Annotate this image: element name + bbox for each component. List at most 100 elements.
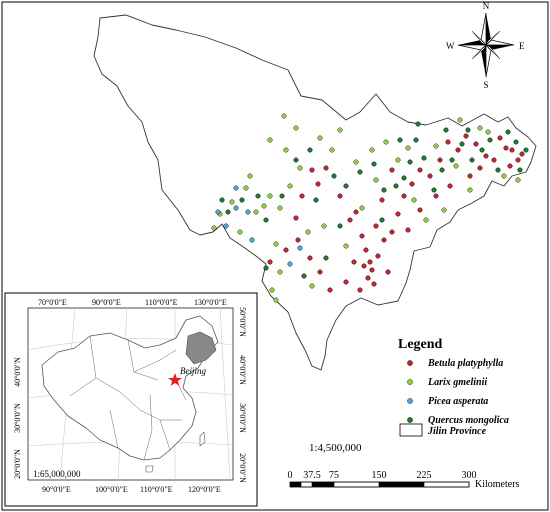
inset-top-lon-label: 90°0'0"E	[92, 298, 121, 307]
sample-point	[431, 187, 437, 193]
sample-point	[229, 199, 235, 205]
sample-point	[515, 177, 521, 183]
sample-point	[267, 193, 273, 199]
sample-point	[321, 223, 327, 229]
sample-point	[329, 147, 335, 153]
scale-unit: Kilometers	[475, 479, 520, 490]
sample-point	[323, 165, 329, 171]
sample-point	[405, 145, 411, 151]
sample-point	[363, 247, 369, 253]
sample-point	[295, 237, 301, 243]
sample-point	[477, 125, 483, 131]
legend-title: Legend	[398, 337, 443, 352]
sample-point	[247, 173, 253, 179]
sample-point	[233, 205, 239, 211]
scale-tick-label: 225	[417, 470, 432, 481]
sample-point	[283, 147, 289, 153]
sample-point	[389, 229, 395, 235]
sample-point	[299, 193, 305, 199]
scale-tick-label: 37.5	[303, 470, 321, 481]
sample-point	[507, 163, 513, 169]
sample-point	[315, 181, 321, 187]
sample-point	[371, 281, 377, 287]
sample-point	[337, 223, 343, 229]
legend-province-swatch	[399, 423, 423, 437]
sample-point	[459, 141, 465, 147]
sample-point	[357, 287, 363, 293]
inset-right-lat-label: 20°0'0"N	[238, 453, 247, 483]
sample-point	[287, 261, 293, 267]
sample-point	[385, 269, 391, 275]
sample-point	[297, 165, 303, 171]
sample-point	[273, 297, 279, 303]
sample-point	[405, 227, 411, 233]
sample-point	[473, 141, 479, 147]
legend-label: Larix gmelinii	[427, 377, 487, 388]
sample-point	[467, 173, 473, 179]
sample-point	[263, 265, 269, 271]
sample-point	[395, 211, 401, 217]
legend-label: Betula platyphylla	[427, 358, 503, 369]
sample-point	[343, 279, 349, 285]
sample-point	[307, 255, 313, 261]
sample-point	[485, 129, 491, 135]
sample-point	[351, 259, 357, 265]
sample-point	[237, 229, 243, 235]
inset-map: Beijing 1:65,000,000 70°0'0"E 90°0'0"E 110…	[4, 292, 258, 507]
sample-point	[453, 163, 459, 169]
sample-point	[515, 157, 521, 163]
sample-point	[307, 147, 313, 153]
sample-point	[441, 207, 447, 213]
sample-point	[301, 273, 307, 279]
sample-point	[469, 157, 475, 163]
inset-bottom-lon-label: 110°0'0"E	[140, 485, 173, 494]
sample-point	[423, 217, 429, 223]
legend-province-label: Jilin Province	[427, 426, 487, 437]
sample-point	[401, 193, 407, 199]
sample-point	[215, 209, 221, 215]
sample-point	[243, 185, 249, 191]
sample-point	[373, 223, 379, 229]
sample-point	[219, 197, 225, 203]
sample-point	[433, 143, 439, 149]
sample-point	[373, 177, 379, 183]
legend-label: Picea asperata	[428, 396, 488, 407]
sample-point	[281, 113, 287, 119]
sample-point	[513, 139, 519, 145]
scale-tick-label: 0	[288, 470, 293, 481]
sample-point	[439, 167, 445, 173]
sample-point	[249, 237, 255, 243]
sample-point	[261, 203, 267, 209]
sample-point	[389, 167, 395, 173]
sample-point	[343, 243, 349, 249]
sample-point	[397, 137, 403, 143]
sample-point	[497, 135, 503, 141]
sample-point	[509, 147, 515, 153]
sample-point	[369, 267, 375, 273]
sample-point	[463, 133, 469, 139]
scale-tick-label: 300	[462, 470, 477, 481]
main-scale-ratio: 1:4,500,000	[309, 442, 362, 454]
inset-bottom-lon-label: 90°0'0"E	[42, 485, 71, 494]
sample-point	[323, 255, 329, 261]
sample-point	[331, 173, 337, 179]
sample-point	[505, 129, 511, 135]
sample-point	[263, 217, 269, 223]
scale-bar: 0 37.5 75 150 225 300 Kilometers	[288, 470, 520, 490]
sample-point	[305, 229, 311, 235]
legend-marker	[407, 379, 413, 385]
beijing-label: Beijing	[180, 366, 206, 376]
sample-point	[225, 209, 231, 215]
sample-point	[477, 165, 483, 171]
sample-point	[421, 155, 427, 161]
legend-label: Quercus mongolica	[428, 415, 509, 426]
sample-point	[415, 121, 421, 127]
inset-right-lat-label: 50°0'0"N	[238, 307, 247, 337]
sample-point	[353, 159, 359, 165]
sample-point	[267, 259, 273, 265]
sample-point	[337, 127, 343, 133]
sample-point	[379, 197, 385, 203]
compass-west: W	[446, 41, 455, 51]
sample-point	[245, 209, 251, 215]
